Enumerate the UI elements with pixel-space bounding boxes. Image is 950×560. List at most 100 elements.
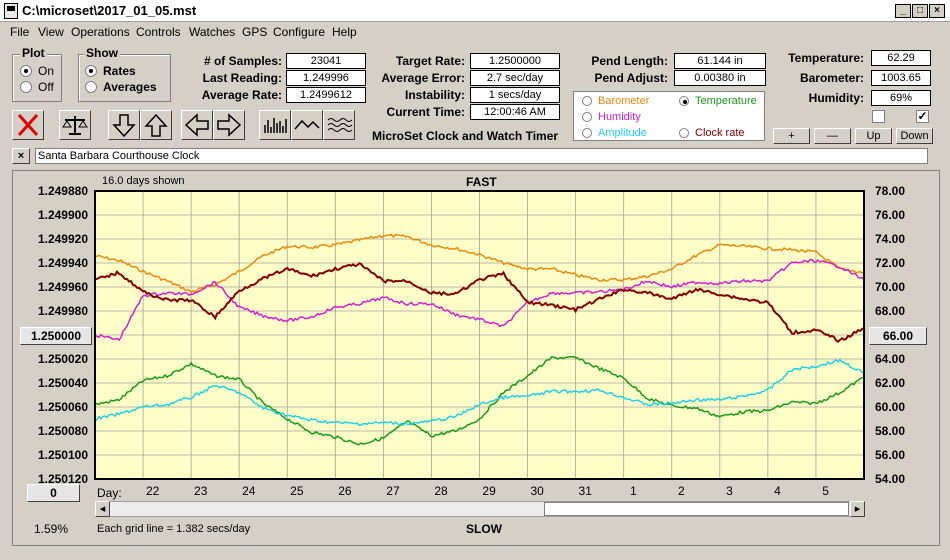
minus-button[interactable]: — [814, 128, 851, 144]
legend-humidity-radio[interactable] [582, 112, 592, 122]
histogram-button[interactable] [259, 110, 291, 140]
down-button[interactable]: Down [896, 128, 933, 144]
last-reading-label: Last Reading: [202, 71, 282, 85]
y-left-tick-label: 1.249960 [37, 280, 88, 294]
average-rate-value: 1.2499612 [286, 87, 366, 103]
plot-group-title: Plot [20, 46, 47, 60]
caret-left-icon: ◂ [99, 503, 106, 515]
right-axis-center-button[interactable]: 66.00 [869, 327, 927, 345]
arrow-down-icon [112, 114, 136, 138]
app-icon [4, 3, 18, 19]
legend-barometer-radio[interactable] [582, 96, 592, 106]
legend-humidity-label: Humidity [598, 111, 641, 123]
plot-on-radio[interactable] [20, 65, 32, 77]
bar-chart-icon [264, 118, 287, 133]
maximize-button[interactable]: □ [912, 4, 928, 18]
close-window-button[interactable]: × [929, 4, 945, 18]
scroll-left-button[interactable] [181, 110, 213, 140]
option-checkbox-right[interactable]: ✓ [916, 109, 929, 123]
scroll-left-arrow[interactable]: ◂ [95, 501, 110, 517]
y-left-tick-label: 1.249980 [37, 304, 88, 318]
stop-button[interactable] [12, 110, 44, 140]
x-tick-label: 28 [434, 484, 448, 498]
menu-bar: File View Operations Controls Watches GP… [0, 22, 950, 42]
slow-label: SLOW [466, 522, 502, 536]
legend-temperature-radio[interactable] [679, 96, 689, 106]
target-rate-value[interactable]: 1.2500000 [470, 53, 560, 69]
clock-name-field[interactable]: Santa Barbara Courthouse Clock [35, 148, 928, 164]
option-checkbox-left[interactable] [872, 110, 885, 123]
x-tick-label: 29 [482, 484, 496, 498]
y-left-tick-label: 1.249920 [37, 232, 88, 246]
up-button[interactable]: Up [855, 128, 892, 144]
pend-adjust-value: 0.00380 in [674, 70, 766, 86]
scrollbar-thumb[interactable] [544, 502, 849, 516]
samples-value: 23041 [286, 53, 366, 69]
x-tick-label: 1 [629, 484, 637, 498]
plot-off-label: Off [38, 80, 54, 94]
scroll-up-button[interactable] [140, 110, 172, 140]
scroll-right-button[interactable] [213, 110, 245, 140]
x-tick-label: 27 [386, 484, 400, 498]
chart-panel [12, 170, 940, 546]
legend-clock-rate-radio[interactable] [679, 128, 689, 138]
clear-name-button[interactable]: × [12, 148, 30, 164]
y-right-tick-label: 54.00 [875, 472, 906, 486]
y-left-tick-label: 1.250040 [37, 376, 88, 390]
menu-configure[interactable]: Configure [273, 25, 326, 39]
current-time-label: Current Time: [386, 105, 465, 119]
show-rates-radio[interactable] [85, 65, 97, 77]
legend-temperature-label: Temperature [695, 95, 757, 107]
series-line-amplitude [94, 358, 865, 427]
series-line-temperature [94, 355, 865, 446]
balance-button[interactable] [59, 110, 91, 140]
y-left-tick-label: 1.249880 [37, 184, 88, 198]
minimize-button[interactable]: _ [895, 4, 911, 18]
legend-barometer-label: Barometer [598, 95, 650, 107]
show-group [78, 54, 171, 102]
rate-center-button[interactable]: 1.250000 [20, 327, 92, 345]
series-legend [573, 91, 765, 141]
scroll-right-arrow[interactable]: ▸ [850, 501, 865, 517]
arrow-left-icon [184, 113, 209, 137]
zero-button[interactable]: 0 [27, 484, 80, 502]
x-tick-label: 24 [242, 484, 256, 498]
menu-view[interactable]: View [38, 25, 64, 39]
noise-lines-icon [327, 118, 353, 132]
series-line-humidity [94, 258, 865, 342]
pend-length-value[interactable]: 61.144 in [674, 53, 766, 69]
menu-gps[interactable]: GPS [242, 25, 268, 39]
plus-button[interactable]: + [773, 128, 810, 144]
instability-value: 1 secs/day [470, 87, 560, 103]
scroll-down-button[interactable] [108, 110, 140, 140]
plot-on-label: On [38, 64, 55, 78]
close-icon: × [17, 150, 25, 162]
y-left-tick-label: 1.250020 [37, 352, 88, 366]
humidity-label: Humidity: [808, 91, 864, 105]
y-right-tick-label: 56.00 [875, 448, 906, 462]
last-reading-value: 1.249996 [286, 70, 366, 86]
menu-watches[interactable]: Watches [189, 25, 236, 39]
menu-help[interactable]: Help [332, 25, 357, 39]
instability-label: Instability: [404, 88, 465, 102]
legend-amplitude-radio[interactable] [582, 128, 592, 138]
menu-controls[interactable]: Controls [136, 25, 181, 39]
x-tick-label: 22 [145, 484, 160, 498]
menu-file[interactable]: File [10, 25, 30, 39]
pend-length-label: Pend Length: [591, 54, 668, 68]
x-tick-label: 30 [530, 484, 544, 498]
menu-operations[interactable]: Operations [71, 25, 130, 39]
plot-frame [94, 190, 865, 480]
x-tick-label: 26 [338, 484, 352, 498]
arrow-up-icon [144, 113, 168, 137]
barometer-label: Barometer: [799, 71, 864, 85]
plot-off-radio[interactable] [20, 81, 32, 93]
y-right-tick-label: 64.00 [875, 352, 906, 366]
trend-button[interactable] [291, 110, 323, 140]
show-averages-radio[interactable] [85, 81, 97, 93]
noise-button[interactable] [323, 110, 355, 140]
app-caption: MicroSet Clock and Watch Timer [372, 129, 559, 143]
y-left-tick-label: 1.249900 [37, 208, 88, 222]
average-rate-label: Average Rate: [201, 88, 282, 102]
